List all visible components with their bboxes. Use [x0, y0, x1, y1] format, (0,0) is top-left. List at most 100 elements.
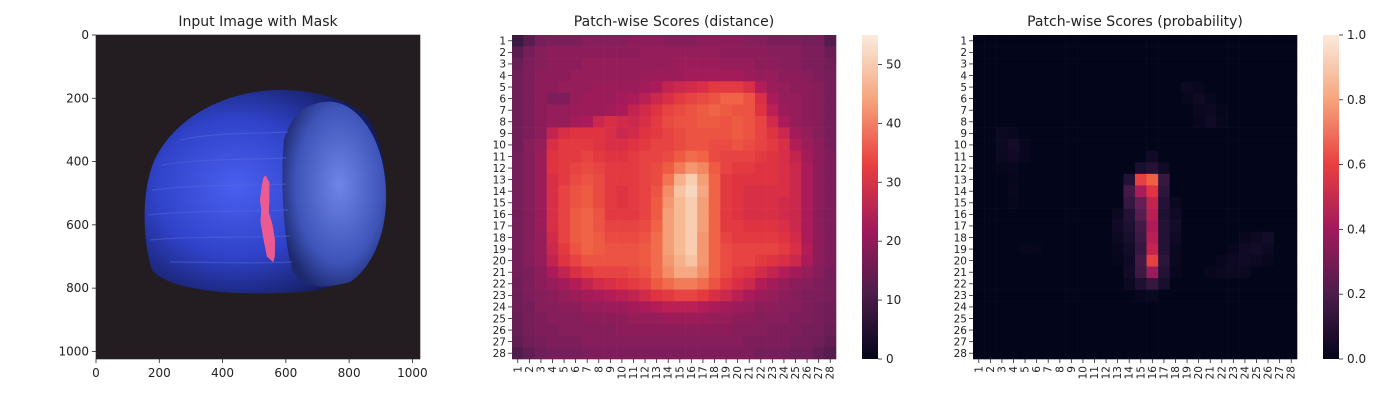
- probability-heatmap-cell: [1100, 266, 1113, 279]
- distance-heatmap-cell: [731, 278, 744, 290]
- probability-heatmap-cell: [1239, 46, 1252, 59]
- distance-heatmap-cell: [650, 81, 663, 94]
- probability-heatmap-cell: [1111, 197, 1124, 209]
- distance-heatmap-cell: [755, 347, 767, 360]
- distance-heatmap-cell: [685, 162, 698, 175]
- distance-heatmap-cell: [812, 116, 825, 128]
- distance-heatmap-cell: [662, 278, 675, 290]
- probability-heatmap-cell: [1019, 35, 1032, 47]
- probability-heatmap-x-tick-label: 6: [1031, 366, 1043, 373]
- probability-heatmap-cell: [1227, 347, 1240, 360]
- probability-heatmap-cell: [1169, 243, 1182, 256]
- probability-heatmap-cell: [1135, 231, 1147, 244]
- probability-heatmap-cell: [1030, 104, 1043, 117]
- distance-heatmap-y-tick-label: 8: [499, 117, 506, 129]
- probability-heatmap-cell: [1042, 58, 1055, 71]
- distance-heatmap-cell: [697, 243, 710, 256]
- distance-heatmap-cell: [535, 335, 548, 348]
- probability-heatmap-cell: [996, 208, 1009, 221]
- distance-heatmap-cell: [558, 335, 571, 348]
- distance-heatmap-cell: [581, 46, 594, 59]
- probability-heatmap-cell: [1123, 173, 1136, 186]
- distance-heatmap-cell: [593, 162, 605, 175]
- distance-heatmap-cell: [731, 173, 744, 186]
- distance-heatmap-cell: [708, 254, 721, 267]
- probability-heatmap-cell: [1054, 185, 1066, 198]
- distance-heatmap-cell: [546, 208, 559, 221]
- distance-heatmap-cell: [674, 312, 686, 325]
- probability-heatmap-cell: [1192, 58, 1205, 71]
- distance-heatmap-x-tick-label: 25: [790, 366, 802, 379]
- probability-heatmap-cell: [1227, 289, 1240, 302]
- probability-heatmap-cell: [1285, 69, 1298, 82]
- probability-heatmap-cell: [1123, 289, 1136, 302]
- probability-heatmap-cell: [984, 139, 997, 152]
- distance-heatmap-cell: [627, 289, 640, 302]
- distance-heatmap-cell: [720, 289, 733, 302]
- probability-heatmap-cell: [1019, 254, 1032, 267]
- probability-heatmap-cell: [1216, 58, 1228, 71]
- probability-heatmap-cell: [1169, 266, 1182, 279]
- distance-heatmap-cell: [546, 46, 559, 59]
- probability-heatmap-cell: [1100, 35, 1113, 47]
- probability-heatmap-cell: [1227, 254, 1240, 267]
- probability-heatmap-cell: [1088, 35, 1101, 47]
- distance-heatmap-cell: [743, 69, 756, 82]
- probability-heatmap-cell: [1065, 208, 1078, 221]
- probability-heatmap-cell: [1192, 104, 1205, 117]
- distance-heatmap-cell: [604, 347, 617, 360]
- probability-heatmap-cell: [1135, 335, 1147, 348]
- probability-heatmap-y-tick-label: 22: [954, 279, 967, 291]
- probability-heatmap-cell: [1065, 220, 1078, 233]
- distance-heatmap-cell: [685, 127, 698, 140]
- probability-heatmap-cell: [1146, 81, 1159, 94]
- distance-heatmap-cell: [604, 289, 617, 302]
- probability-heatmap-cell: [973, 162, 985, 175]
- distance-heatmap-cell: [731, 35, 744, 47]
- distance-heatmap-cell: [778, 139, 791, 152]
- probability-heatmap-cell: [984, 335, 997, 348]
- probability-heatmap-cell: [1042, 197, 1055, 209]
- distance-heatmap-cell: [581, 150, 594, 163]
- distance-heatmap-cell: [604, 92, 617, 105]
- distance-heatmap-cell: [604, 116, 617, 128]
- probability-heatmap-cell: [1088, 92, 1101, 105]
- distance-heatmap-cell: [569, 243, 582, 256]
- distance-heatmap-cell: [789, 81, 802, 94]
- probability-heatmap-y-tick-label: 3: [960, 59, 967, 71]
- probability-heatmap-cell: [1123, 104, 1136, 117]
- probability-heatmap-cell: [1285, 312, 1298, 325]
- probability-heatmap-cell: [1146, 150, 1159, 163]
- distance-heatmap-cell: [627, 243, 640, 256]
- distance-heatmap-cell: [778, 35, 791, 47]
- distance-heatmap-cell: [662, 81, 675, 94]
- probability-heatmap-cell: [1065, 116, 1078, 128]
- probability-heatmap-cell: [1250, 104, 1263, 117]
- probability-heatmap-cell: [973, 197, 985, 209]
- probability-heatmap-cell: [1007, 127, 1020, 140]
- probability-heatmap-cell: [973, 173, 985, 186]
- distance-heatmap-cell: [720, 185, 733, 198]
- probability-heatmap-x-tick-label: 24: [1239, 366, 1251, 380]
- probability-heatmap-cell: [1054, 208, 1066, 221]
- probability-heatmap-cell: [1158, 127, 1171, 140]
- probability-heatmap-cell: [1146, 208, 1159, 221]
- distance-heatmap-cell: [662, 162, 675, 175]
- probability-heatmap-cell: [1030, 92, 1043, 105]
- distance-heatmap-cell: [789, 46, 802, 59]
- probability-heatmap-cell: [1100, 127, 1113, 140]
- probability-heatmap-cell: [1030, 81, 1043, 94]
- distance-heatmap-cell: [627, 197, 640, 209]
- probability-heatmap-cell: [1250, 220, 1263, 233]
- distance-heatmap-cell: [755, 243, 767, 256]
- distance-heatmap-cell: [523, 289, 536, 302]
- distance-heatmap-cell: [743, 35, 756, 47]
- distance-heatmap-cell: [731, 46, 744, 59]
- distance-heatmap-cell: [662, 208, 675, 221]
- probability-heatmap-colorbar-tick-label: 0.4: [1347, 222, 1366, 236]
- distance-heatmap-cell: [627, 104, 640, 117]
- distance-heatmap-cell: [697, 116, 710, 128]
- probability-heatmap-cell: [1192, 289, 1205, 302]
- probability-heatmap-cell: [1019, 208, 1032, 221]
- probability-heatmap-cell: [1227, 208, 1240, 221]
